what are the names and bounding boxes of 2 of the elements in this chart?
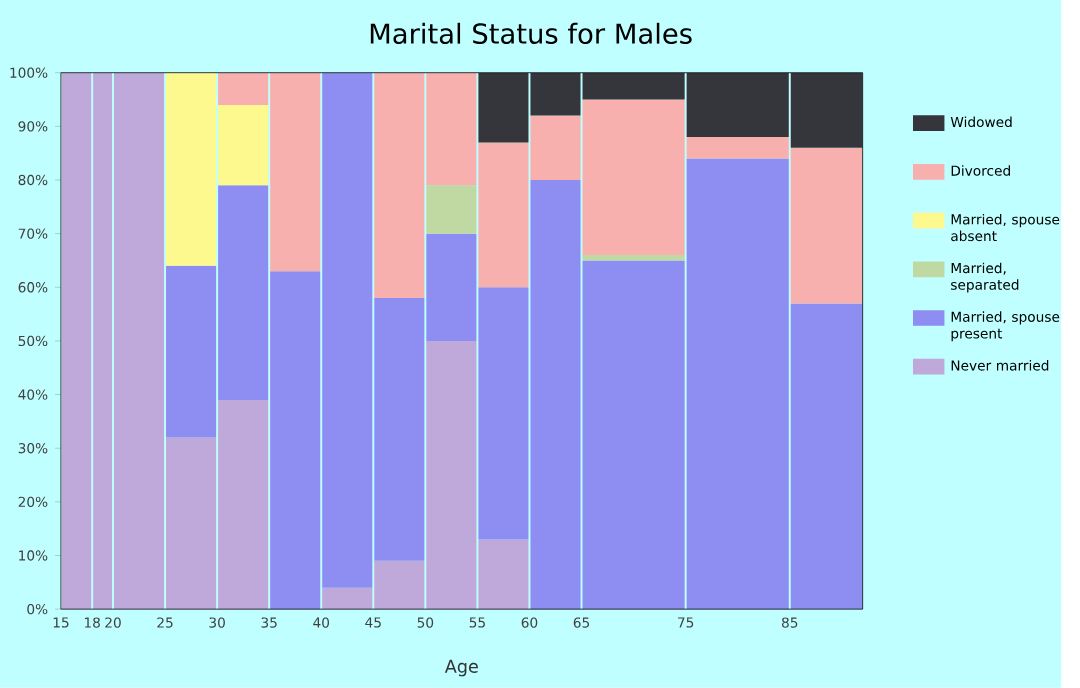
x-axis-title: Age [444, 659, 478, 677]
chart-title: Marital Status for Males [370, 22, 692, 45]
